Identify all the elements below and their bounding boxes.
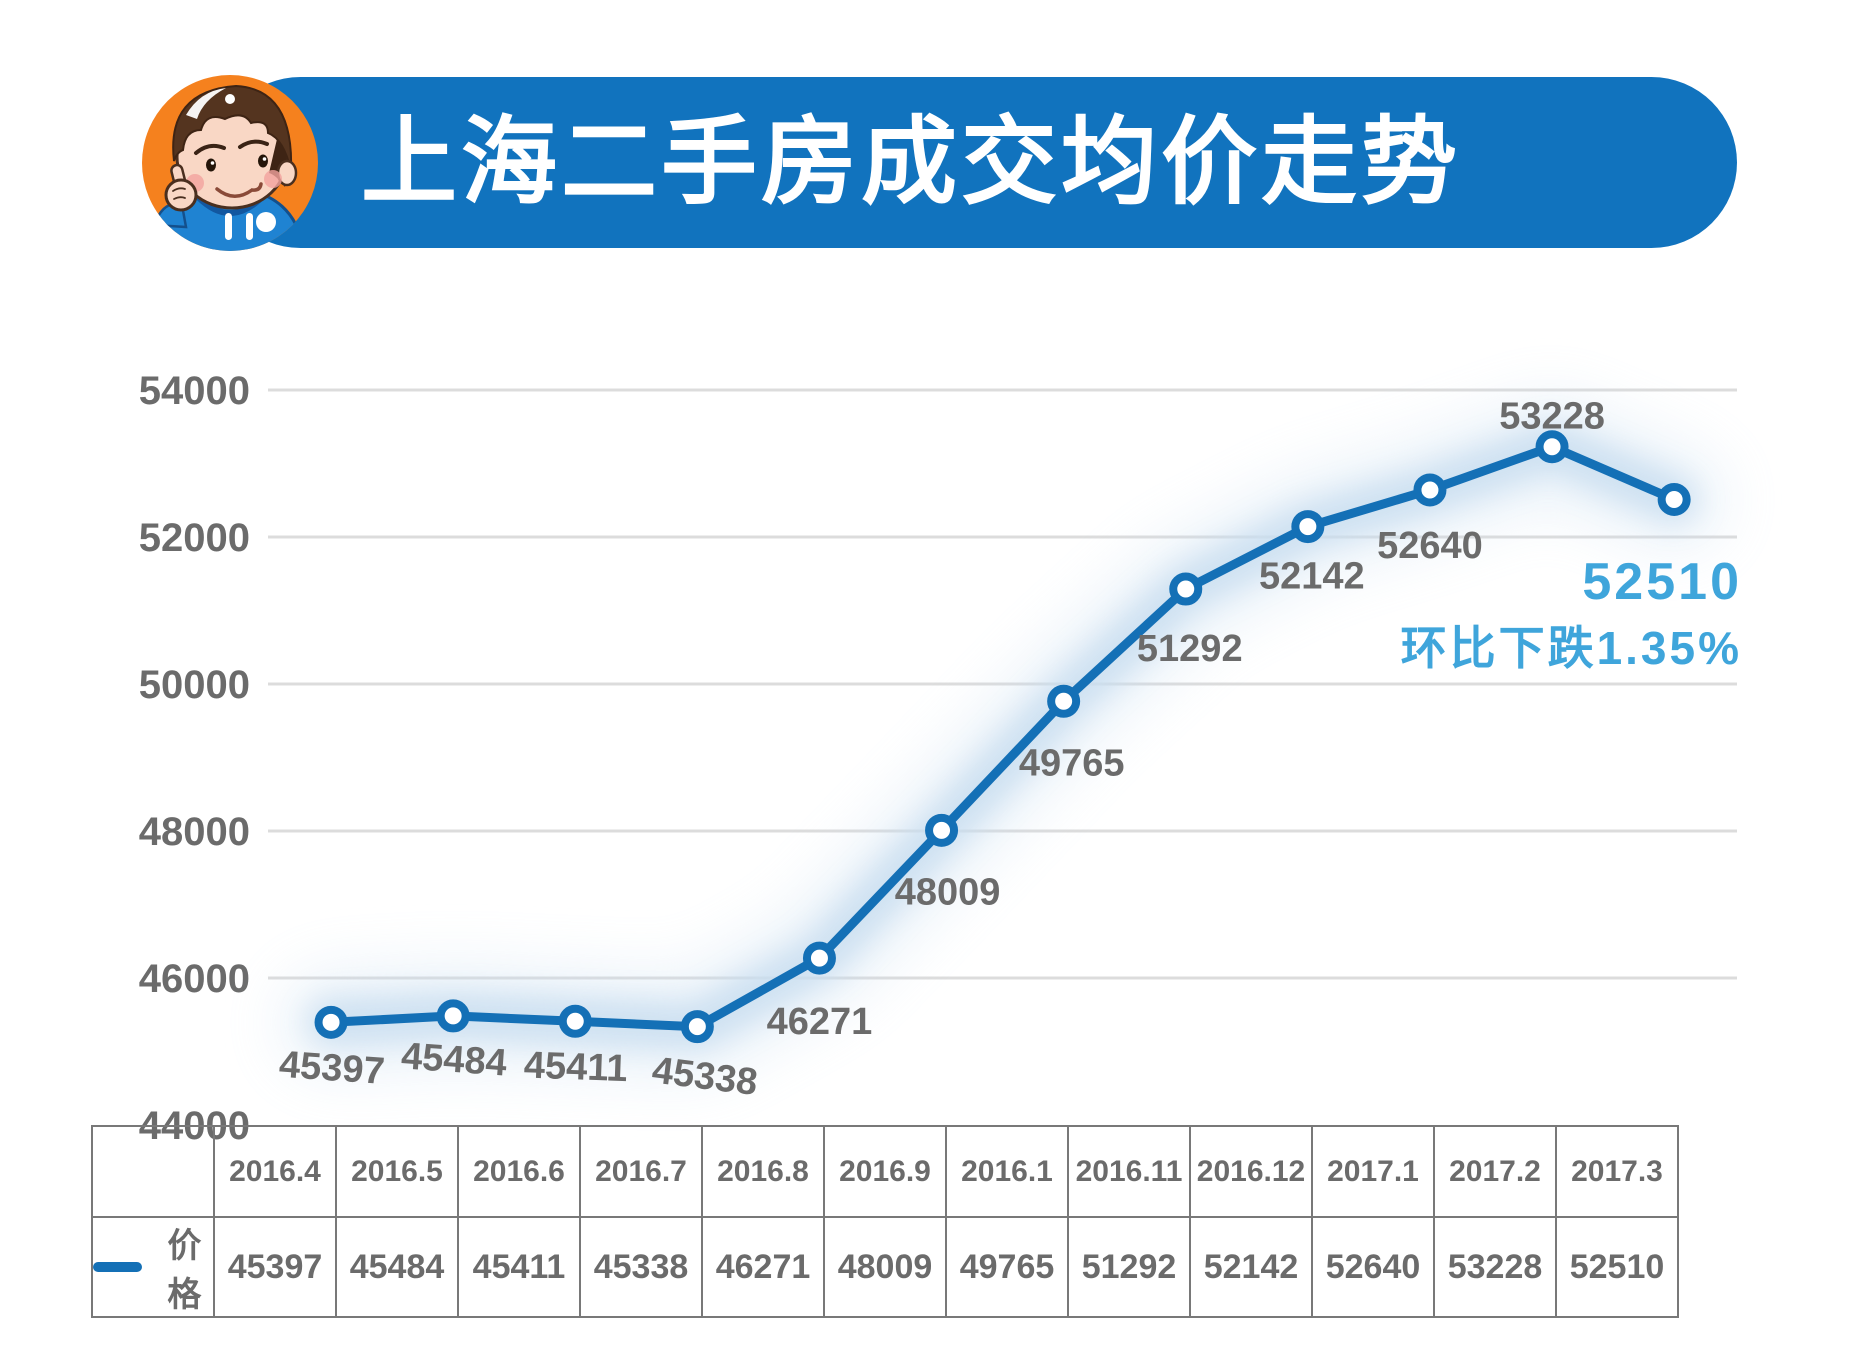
- y-axis-tick: 48000: [139, 810, 250, 854]
- latest-price-annotation: 52510 环比下跌1.35%: [1401, 556, 1742, 671]
- data-point-label: 52640: [1377, 525, 1483, 567]
- data-point-marker: [1169, 572, 1203, 606]
- y-axis-tick: 46000: [139, 957, 250, 1001]
- data-point-marker: [1535, 430, 1569, 464]
- data-point-label: 45484: [400, 1035, 508, 1084]
- y-axis-tick: 50000: [139, 663, 250, 707]
- price-cell: 46271: [701, 1216, 825, 1318]
- data-point-label: 49765: [1019, 742, 1125, 784]
- price-cell: 51292: [1067, 1216, 1191, 1318]
- data-point-label: 52142: [1259, 556, 1365, 598]
- data-point-marker: [1413, 473, 1447, 507]
- data-point-marker: [1047, 684, 1081, 718]
- month-cell: 2016.6: [457, 1125, 581, 1218]
- data-point-label: 51292: [1137, 628, 1243, 670]
- month-cell: 2016.1: [945, 1125, 1069, 1218]
- data-point-marker: [558, 1004, 592, 1038]
- price-cell: 52640: [1311, 1216, 1435, 1318]
- price-cell: 48009: [823, 1216, 947, 1318]
- month-cell: 2017.3: [1555, 1125, 1679, 1218]
- price-cell: 45338: [579, 1216, 703, 1318]
- table-corner-cell: [91, 1125, 215, 1218]
- month-cell: 2016.5: [335, 1125, 459, 1218]
- price-cell: 52510: [1555, 1216, 1679, 1318]
- data-point-marker: [1657, 483, 1691, 517]
- data-point-marker: [802, 941, 836, 975]
- price-cell: 45484: [335, 1216, 459, 1318]
- data-point-marker: [680, 1010, 714, 1044]
- price-cell: 45411: [457, 1216, 581, 1318]
- month-cell: 2016.9: [823, 1125, 947, 1218]
- month-cell: 2016.4: [213, 1125, 337, 1218]
- data-point-label: 46271: [767, 1001, 873, 1043]
- price-cell: 53228: [1433, 1216, 1557, 1318]
- page-title: 上海二手房成交均价走势: [361, 109, 1461, 216]
- y-axis-tick: 52000: [139, 516, 250, 560]
- data-point-label: 48009: [895, 871, 1001, 913]
- price-cell: 49765: [945, 1216, 1069, 1318]
- y-axis-tick: 54000: [139, 369, 250, 413]
- data-table: 2016.4 2016.5 2016.6 2016.7 2016.8 2016.9 2016…: [91, 1125, 1679, 1318]
- data-point-marker: [925, 813, 959, 847]
- month-cell: 2017.2: [1433, 1125, 1557, 1218]
- price-cell: 52142: [1189, 1216, 1313, 1318]
- data-point-label: 45411: [523, 1045, 628, 1091]
- data-point-label: 45397: [278, 1044, 386, 1093]
- price-line: [326, 442, 1679, 1032]
- price-line-legend-icon: [93, 1262, 142, 1272]
- month-cell: 2016.11: [1067, 1125, 1191, 1218]
- data-point-marker: [1291, 510, 1325, 544]
- data-point-marker: [436, 999, 470, 1033]
- avatar-boy-icon: [142, 75, 318, 251]
- month-cell: 2016.7: [579, 1125, 703, 1218]
- latest-price-value: 52510: [1582, 553, 1742, 611]
- month-cell: 2016.12: [1189, 1125, 1313, 1218]
- month-cell: 2016.8: [701, 1125, 825, 1218]
- legend-cell: 价格: [91, 1216, 215, 1318]
- legend-label: 价格: [167, 1227, 202, 1314]
- month-cell: 2017.1: [1311, 1125, 1435, 1218]
- title-banner: 上海二手房成交均价走势: [215, 77, 1737, 248]
- table-month-row: 2016.4 2016.5 2016.6 2016.7 2016.8 2016.9 2016…: [91, 1125, 1679, 1218]
- price-cell: 45397: [213, 1216, 337, 1318]
- data-point-label: 53228: [1499, 396, 1605, 438]
- table-value-row: 价格 45397 45484 45411 45338 46271 48009 49765 51…: [91, 1216, 1679, 1318]
- data-point-marker: [314, 1005, 348, 1039]
- mom-change-note: 环比下跌1.35%: [1400, 622, 1742, 674]
